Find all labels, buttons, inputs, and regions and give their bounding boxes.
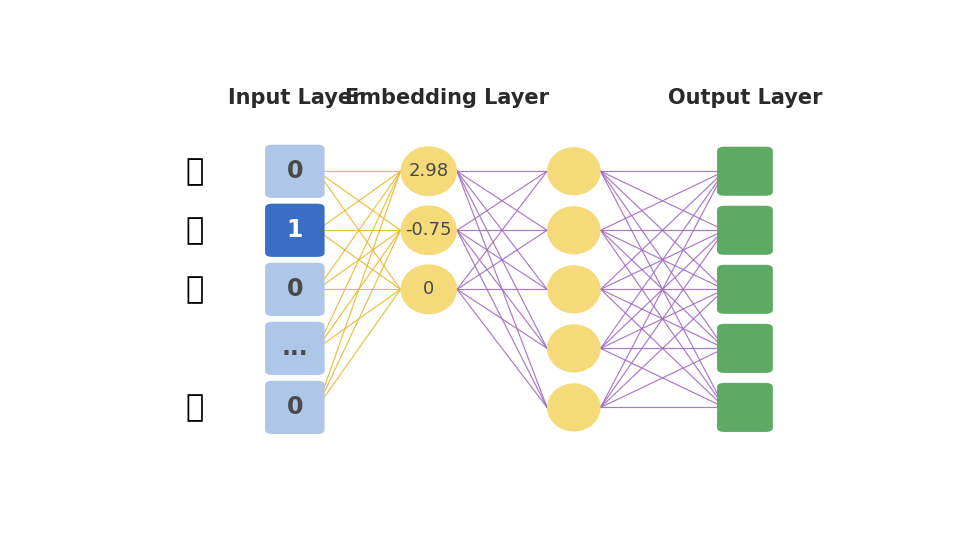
Text: 0: 0 — [287, 278, 303, 301]
Ellipse shape — [400, 205, 457, 255]
FancyBboxPatch shape — [717, 206, 773, 255]
Text: -0.75: -0.75 — [405, 221, 452, 239]
FancyBboxPatch shape — [265, 322, 324, 375]
FancyBboxPatch shape — [717, 147, 773, 196]
Text: 🥗: 🥗 — [185, 275, 204, 304]
Text: 0: 0 — [423, 280, 434, 298]
FancyBboxPatch shape — [265, 263, 324, 316]
FancyBboxPatch shape — [717, 265, 773, 314]
Text: Embedding Layer: Embedding Layer — [346, 87, 549, 107]
Text: Input Layer: Input Layer — [228, 87, 362, 107]
FancyBboxPatch shape — [717, 324, 773, 373]
Ellipse shape — [547, 147, 601, 195]
Text: 🌮: 🌮 — [185, 393, 204, 422]
Ellipse shape — [547, 383, 601, 431]
FancyBboxPatch shape — [265, 145, 324, 198]
Ellipse shape — [547, 324, 601, 373]
Ellipse shape — [400, 146, 457, 196]
Text: 2.98: 2.98 — [409, 162, 449, 180]
FancyBboxPatch shape — [717, 383, 773, 432]
Text: 🍅: 🍅 — [185, 157, 204, 186]
Ellipse shape — [547, 265, 601, 313]
Text: 1: 1 — [287, 218, 303, 242]
Ellipse shape — [547, 206, 601, 254]
FancyBboxPatch shape — [265, 381, 324, 434]
Text: Output Layer: Output Layer — [668, 87, 822, 107]
Text: 0: 0 — [287, 395, 303, 420]
Ellipse shape — [400, 265, 457, 314]
Text: 0: 0 — [287, 159, 303, 183]
Text: ...: ... — [281, 336, 308, 360]
FancyBboxPatch shape — [265, 204, 324, 257]
Text: 🌭: 🌭 — [185, 216, 204, 245]
